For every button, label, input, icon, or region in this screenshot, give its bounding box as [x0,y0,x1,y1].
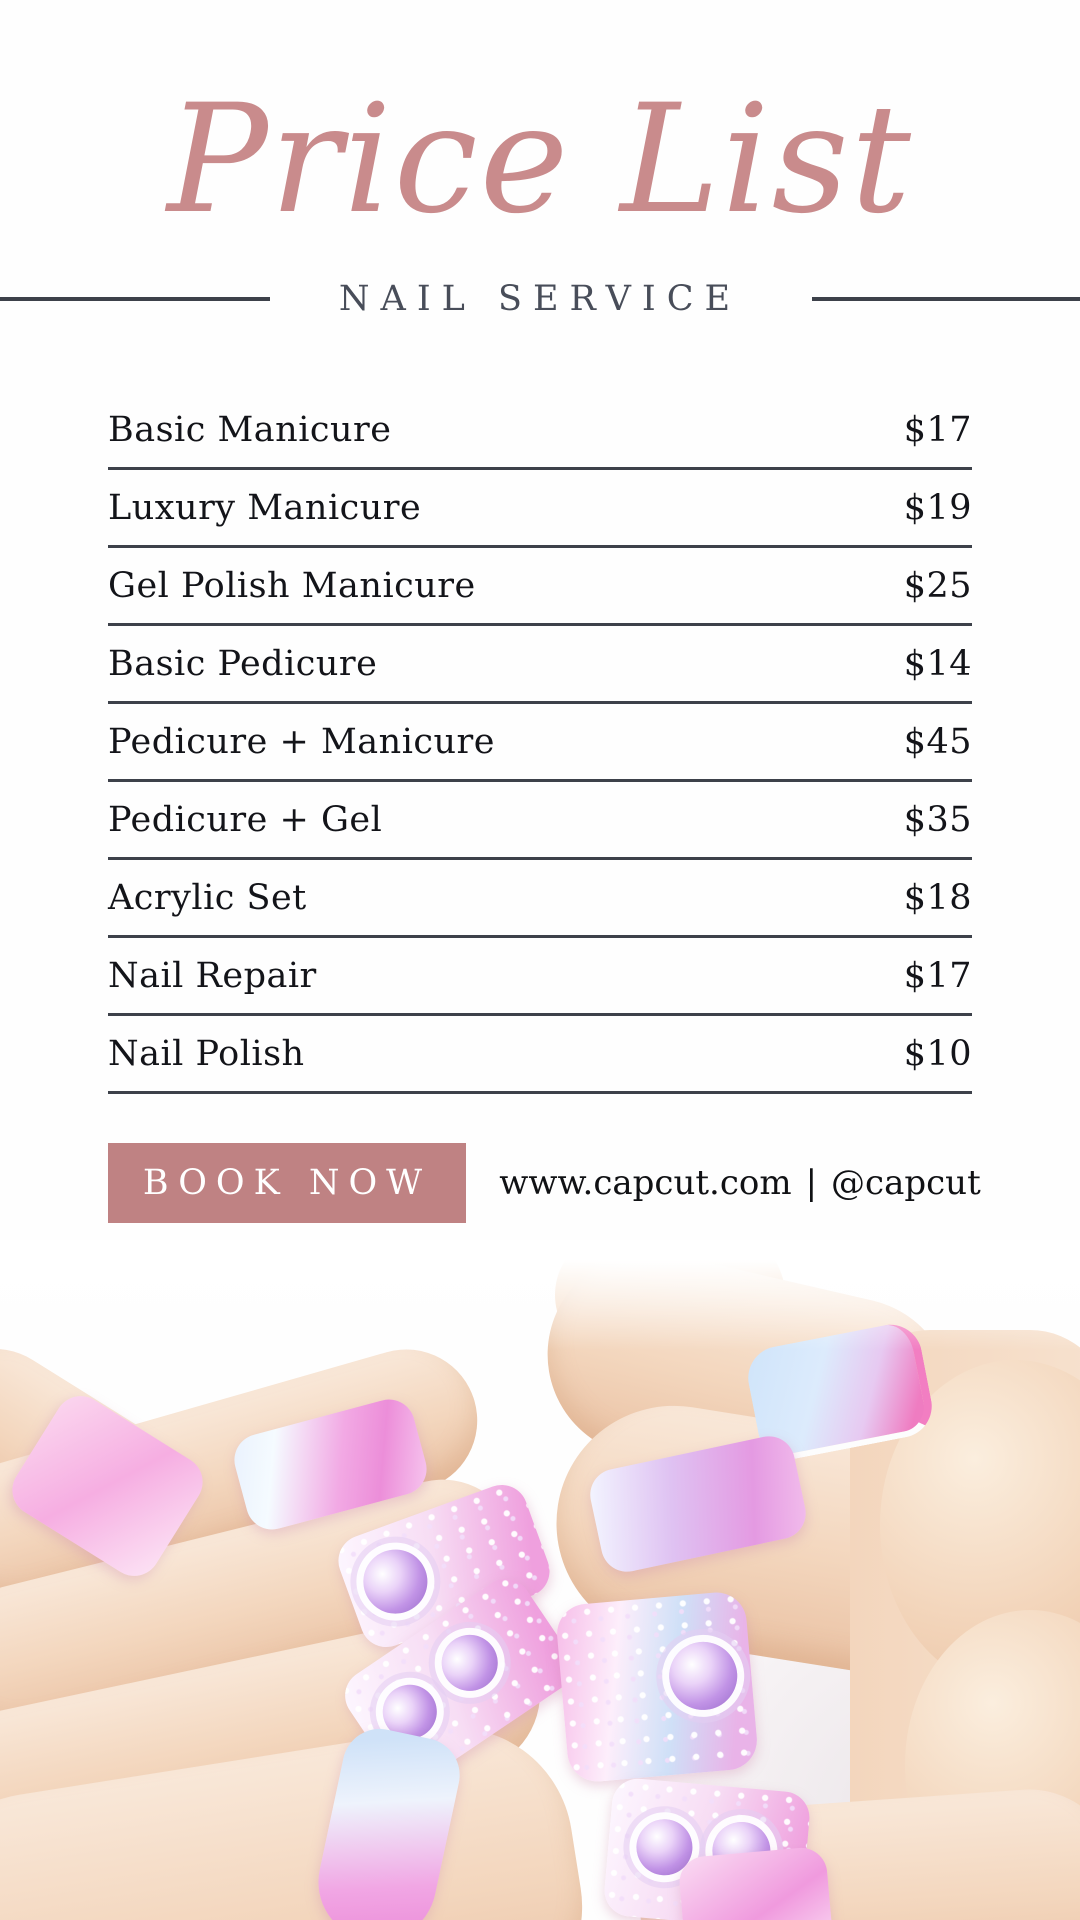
service-name: Acrylic Set [108,877,307,918]
service-price: $35 [903,799,972,840]
service-name: Basic Pedicure [108,643,378,684]
service-name: Nail Polish [108,1033,305,1074]
social-handle: @capcut [831,1163,981,1203]
table-row: Pedicure + Gel $35 [108,782,972,860]
table-row: Pedicure + Manicure $45 [108,704,972,782]
service-name: Gel Polish Manicure [108,565,476,606]
service-price: $25 [903,565,972,606]
service-price: $14 [903,643,972,684]
photo-top-fade [0,1240,1080,1350]
subtitle-row: NAIL SERVICE [0,276,1080,322]
website-line: www.capcut.com | @capcut [490,1143,990,1223]
nail-photo [0,1240,1080,1920]
rhinestone-nail [554,1590,760,1784]
service-name: Luxury Manicure [108,487,422,528]
table-row: Nail Repair $17 [108,938,972,1016]
book-now-button[interactable]: BOOK NOW [108,1143,466,1223]
service-name: Nail Repair [108,955,317,996]
left-divider-line [0,297,270,301]
service-price: $17 [903,409,972,450]
price-table: Basic Manicure $17 Luxury Manicure $19 G… [108,392,972,1094]
page-title: Price List [167,73,913,247]
table-row: Gel Polish Manicure $25 [108,548,972,626]
table-row: Basic Manicure $17 [108,392,972,470]
table-row: Nail Polish $10 [108,1016,972,1094]
website-url: www.capcut.com [499,1163,792,1203]
service-name: Basic Manicure [108,409,392,450]
service-name: Pedicure + Gel [108,799,383,840]
subtitle: NAIL SERVICE [338,279,742,319]
service-price: $18 [903,877,972,918]
service-price: $19 [903,487,972,528]
table-row: Basic Pedicure $14 [108,626,972,704]
service-price: $10 [903,1033,972,1074]
right-divider-line [812,297,1080,301]
service-price: $17 [903,955,972,996]
table-row: Luxury Manicure $19 [108,470,972,548]
service-name: Pedicure + Manicure [108,721,495,762]
service-price: $45 [903,721,972,762]
table-row: Acrylic Set $18 [108,860,972,938]
separator-bar: | [805,1163,818,1203]
pink-nail [677,1845,835,1920]
